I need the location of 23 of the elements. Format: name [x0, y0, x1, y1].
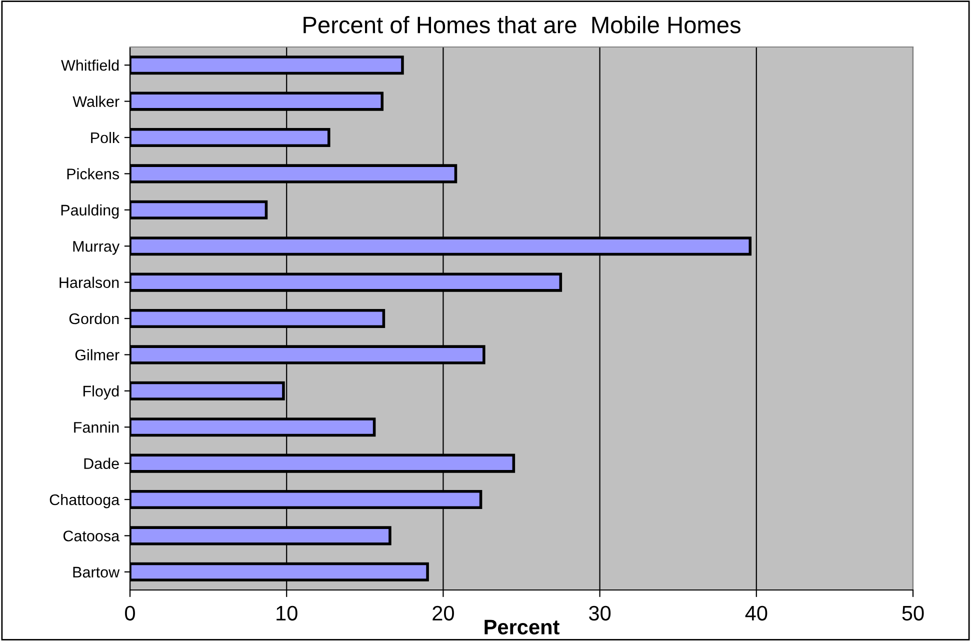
y-tick-label: Gordon: [69, 312, 119, 324]
y-tick-label: Walker: [72, 96, 120, 107]
y-tick-label: Floyd: [83, 385, 119, 400]
x-tick-label: 50: [902, 606, 924, 621]
y-tick-label: Polk: [91, 132, 120, 144]
y-tick-label: Pickens: [67, 168, 120, 180]
y-tick-label: Whitfield: [61, 60, 119, 71]
x-tick-label: 20: [432, 606, 454, 621]
x-tick-label: 40: [745, 606, 768, 621]
x-tick-label: 10: [276, 606, 298, 621]
y-tick-label: Dade: [84, 458, 119, 469]
y-tick-label: Bartow: [73, 566, 120, 578]
y-tick-label: Paulding: [61, 204, 119, 219]
y-tick-label: Chattooga: [50, 494, 120, 508]
chart-title: Percent of Homes that are Mobile Homes: [304, 16, 740, 34]
y-tick-label: Murray: [73, 241, 120, 255]
y-tick-label: Catoosa: [63, 530, 120, 542]
y-tick-label: Gilmer: [75, 349, 120, 360]
x-tick-label: 30: [589, 606, 611, 621]
y-tick-label: Haralson: [60, 276, 119, 288]
x-axis-title: Percent: [484, 620, 560, 634]
x-tick-label: 0: [125, 606, 135, 621]
y-tick-label: Fannin: [74, 422, 119, 433]
